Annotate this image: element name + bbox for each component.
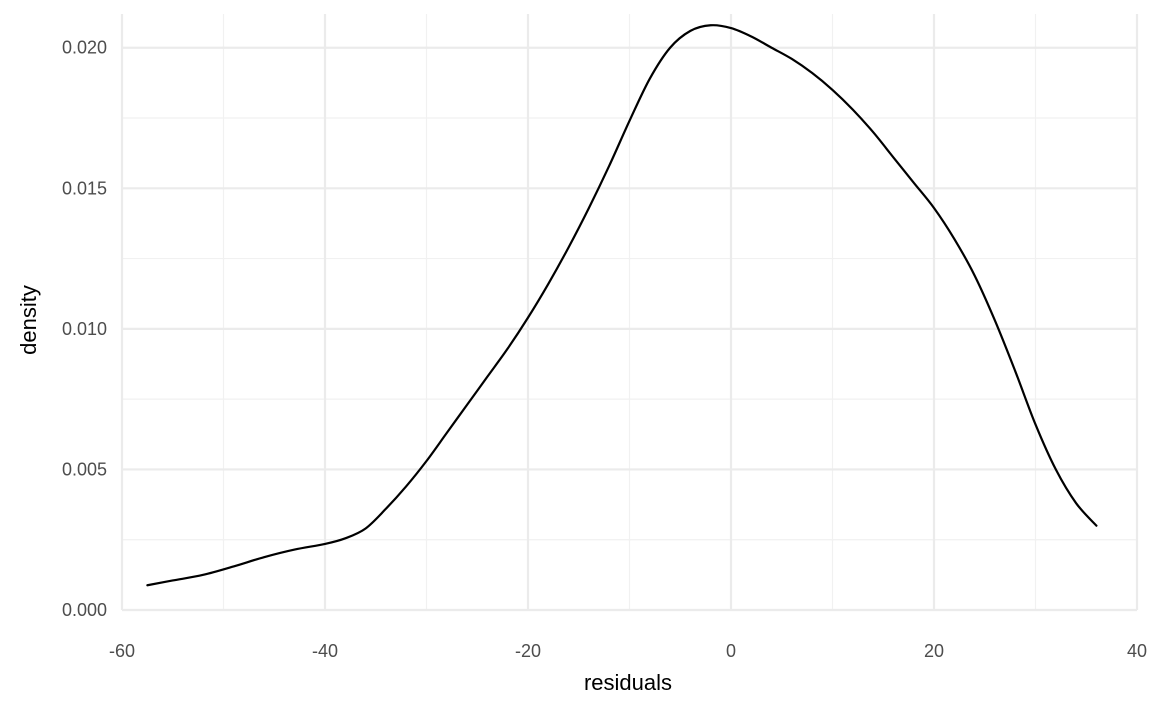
x-tick-label: 20 xyxy=(924,641,944,661)
series-layer xyxy=(146,24,1098,587)
y-axis-title: density xyxy=(16,285,41,355)
major-gridlines-x xyxy=(120,14,1139,610)
x-axis-tick-labels: -60 -40 -20 0 20 40 xyxy=(109,641,1147,661)
minor-gridlines-x xyxy=(222,14,1037,610)
density-curve xyxy=(146,24,1098,587)
x-tick-label: 40 xyxy=(1127,641,1147,661)
x-tick-label: -20 xyxy=(515,641,541,661)
x-tick-label: -40 xyxy=(312,641,338,661)
x-tick-label: -60 xyxy=(109,641,135,661)
y-tick-label: 0.015 xyxy=(62,178,107,198)
x-tick-label: 0 xyxy=(726,641,736,661)
y-tick-label: 0.000 xyxy=(62,600,107,620)
y-tick-label: 0.010 xyxy=(62,319,107,339)
y-tick-label: 0.005 xyxy=(62,459,107,479)
major-gridlines-y xyxy=(122,46,1137,612)
y-axis-tick-labels: 0.000 0.005 0.010 0.015 0.020 xyxy=(62,38,107,620)
x-axis-title: residuals xyxy=(584,670,672,695)
y-tick-label: 0.020 xyxy=(62,38,107,58)
